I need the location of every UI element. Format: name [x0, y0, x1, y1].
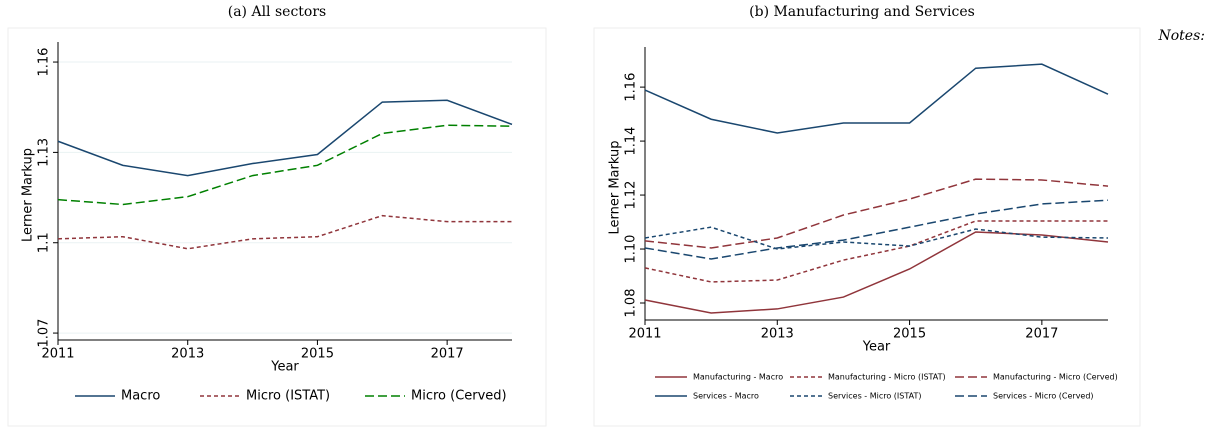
legend-label: Services - Micro (ISTAT): [828, 392, 921, 401]
x-axis-title: Year: [862, 340, 891, 355]
series-line: [57, 214, 512, 250]
y-tick-label: 1.13: [37, 138, 52, 167]
legend-label: Services - Macro: [693, 392, 759, 401]
notes: Notes:: [1158, 28, 1206, 44]
legend-label: Manufacturing - Micro (Cerved): [993, 373, 1118, 382]
y-tick-label: 1.16: [624, 73, 639, 102]
series-line: [644, 63, 1109, 134]
x-tick-label: 2017: [431, 347, 464, 362]
series-line: [644, 231, 1109, 314]
x-axis-title: Year: [270, 360, 299, 375]
y-tick-label: 1.12: [624, 181, 639, 210]
y-axis-title: Lerner Markup: [608, 141, 623, 235]
chart-title: (b) Manufacturing and Services: [749, 4, 975, 20]
legend-label: Services - Micro (Cerved): [993, 392, 1094, 401]
legend-label: Micro (Cerved): [411, 389, 507, 404]
series-line: [57, 99, 513, 177]
y-tick-label: 1.1: [37, 232, 52, 253]
y-tick-label: 1.16: [36, 48, 51, 77]
x-tick-label: 2013: [171, 347, 204, 362]
series-line: [57, 124, 513, 206]
y-axis-title: Lerner Markup: [21, 148, 36, 242]
series-line: [644, 220, 1108, 283]
chart-title: (a) All sectors: [228, 4, 326, 20]
panel-frame: [593, 27, 1141, 427]
y-tick-label: 1.10: [624, 235, 639, 264]
x-tick-label: 2015: [301, 347, 334, 362]
series-line: [644, 199, 1109, 260]
x-tick-label: 2015: [893, 327, 926, 342]
series-line: [644, 226, 1109, 250]
panel-frame: [7, 27, 547, 427]
x-tick-label: 2011: [628, 327, 661, 342]
y-tick-label: 1.07: [37, 319, 52, 348]
legend-label: Micro (ISTAT): [246, 389, 330, 404]
x-tick-label: 2013: [761, 327, 794, 342]
x-tick-label: 2017: [1025, 327, 1058, 342]
x-tick-label: 2011: [41, 347, 74, 362]
legend-label: Manufacturing - Macro: [693, 373, 783, 382]
legend-label: Macro: [121, 389, 160, 404]
y-tick-label: 1.14: [624, 127, 639, 156]
y-tick-label: 1.08: [624, 289, 639, 318]
series-line: [644, 178, 1109, 249]
legend-label: Manufacturing - Micro (ISTAT): [828, 373, 946, 382]
